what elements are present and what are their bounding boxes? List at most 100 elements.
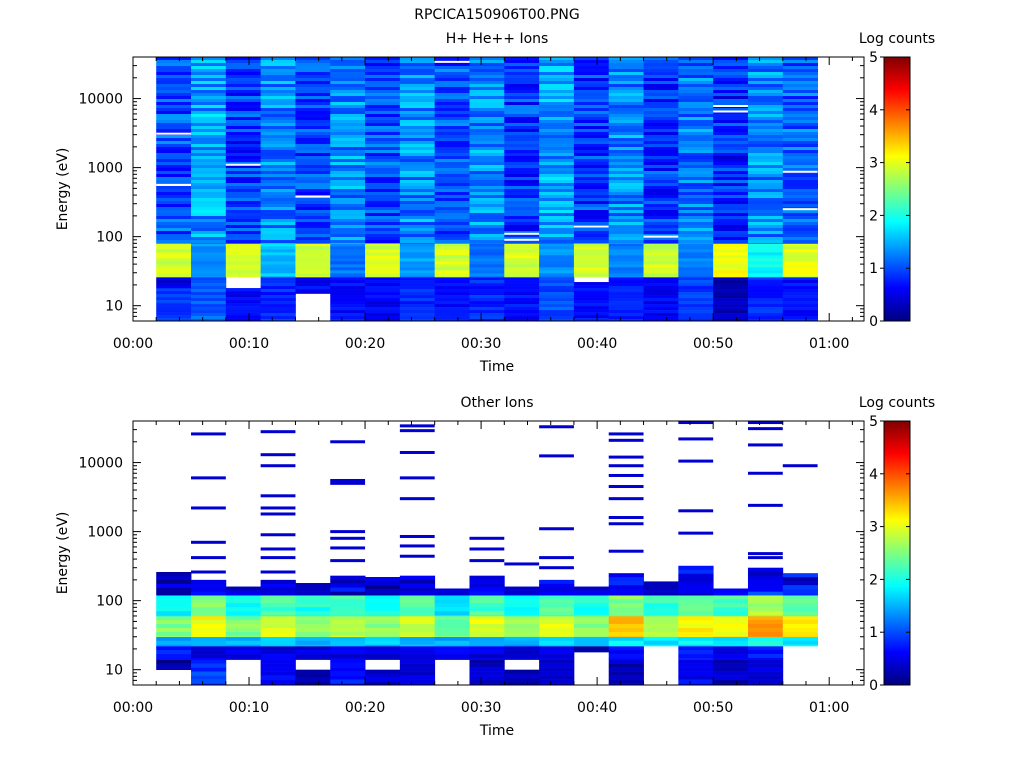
heatmap-cell bbox=[260, 654, 296, 659]
heatmap-cell bbox=[434, 204, 470, 208]
count-line bbox=[608, 522, 644, 526]
heatmap-cell bbox=[643, 599, 679, 604]
heatmap-cell bbox=[191, 627, 227, 633]
heatmap-cell bbox=[191, 316, 227, 320]
heatmap-cell bbox=[225, 141, 262, 145]
heatmap-cell bbox=[330, 298, 366, 302]
colorbar-tick-label: 2 bbox=[869, 208, 878, 224]
heatmap-cell bbox=[608, 619, 644, 625]
heatmap-cell bbox=[469, 587, 505, 592]
heatmap-cell bbox=[399, 663, 436, 668]
heatmap-cell bbox=[608, 141, 644, 145]
heatmap-cell bbox=[295, 81, 331, 85]
heatmap-cell bbox=[573, 599, 610, 604]
heatmap-cell bbox=[156, 615, 192, 621]
heatmap-cell bbox=[713, 93, 749, 97]
heatmap-cell bbox=[365, 168, 401, 172]
heatmap-cell bbox=[191, 228, 227, 232]
heatmap-cell bbox=[191, 237, 227, 241]
heatmap-cell bbox=[191, 579, 227, 585]
heatmap-cell bbox=[782, 99, 818, 103]
heatmap-cell bbox=[713, 619, 749, 625]
heatmap-cell bbox=[260, 310, 296, 314]
x-tick-label: 00:30 bbox=[461, 336, 501, 352]
heatmap-cell bbox=[399, 180, 436, 184]
heatmap-cell bbox=[295, 644, 331, 647]
heatmap-cell bbox=[539, 319, 575, 322]
heatmap-cell bbox=[504, 102, 540, 106]
count-line bbox=[330, 478, 366, 482]
heatmap-cell bbox=[434, 141, 470, 145]
heatmap-cell bbox=[260, 192, 296, 196]
heatmap-cell bbox=[260, 150, 296, 154]
heatmap-cell bbox=[434, 186, 470, 190]
heatmap-cell bbox=[573, 195, 610, 199]
heatmap-cell bbox=[295, 216, 331, 220]
heatmap-cell bbox=[156, 216, 192, 220]
heatmap-cell bbox=[469, 75, 505, 79]
heatmap-cell bbox=[643, 168, 679, 172]
heatmap-cell bbox=[434, 252, 470, 256]
heatmap-cell bbox=[713, 636, 749, 642]
heatmap-cell bbox=[747, 591, 784, 596]
heatmap-cell bbox=[295, 681, 331, 686]
heatmap-cell bbox=[330, 213, 366, 217]
heatmap-cell bbox=[539, 204, 575, 208]
heatmap-cell bbox=[330, 186, 366, 190]
heatmap-cell bbox=[260, 132, 296, 136]
count-line bbox=[539, 527, 574, 531]
heatmap-cell bbox=[678, 659, 714, 664]
heatmap-cell bbox=[678, 126, 714, 130]
heatmap-cell bbox=[260, 270, 296, 274]
heatmap-cell bbox=[365, 615, 401, 621]
heatmap-cell bbox=[782, 174, 818, 178]
heatmap-cell bbox=[399, 237, 436, 241]
heatmap-cell bbox=[504, 192, 540, 196]
heatmap-cell bbox=[678, 603, 714, 608]
heatmap-cell bbox=[608, 585, 644, 590]
heatmap-cell bbox=[573, 300, 610, 304]
heatmap-cell bbox=[747, 144, 784, 148]
heatmap-cell bbox=[365, 264, 401, 268]
heatmap-cell bbox=[225, 138, 262, 142]
heatmap-cell bbox=[260, 84, 296, 88]
heatmap-cell bbox=[608, 156, 644, 160]
heatmap-cell bbox=[156, 99, 192, 103]
heatmap-cell bbox=[295, 180, 331, 184]
heatmap-cell bbox=[365, 267, 401, 271]
heatmap-cell bbox=[469, 195, 505, 199]
heatmap-cell bbox=[678, 78, 714, 82]
colorbar bbox=[883, 420, 911, 686]
heatmap-cell bbox=[539, 286, 575, 290]
heatmap-cell bbox=[713, 90, 749, 94]
heatmap-cell bbox=[608, 84, 644, 88]
heatmap-cell bbox=[713, 280, 749, 284]
heatmap-cell bbox=[260, 171, 296, 175]
heatmap-cell bbox=[643, 276, 679, 278]
x-tick-label: 00:10 bbox=[229, 336, 269, 352]
heatmap-cell bbox=[434, 78, 470, 82]
count-line bbox=[260, 512, 296, 516]
heatmap-cell bbox=[469, 627, 505, 633]
heatmap-cell bbox=[504, 313, 540, 317]
heatmap-cell bbox=[608, 57, 644, 61]
heatmap-cell bbox=[156, 267, 192, 271]
heatmap-cell bbox=[782, 283, 818, 287]
heatmap-cell bbox=[608, 636, 644, 642]
y-tick-label: 1000 bbox=[87, 525, 123, 541]
heatmap-cell bbox=[608, 153, 644, 157]
heatmap-cell bbox=[156, 102, 192, 106]
heatmap-cell bbox=[260, 231, 296, 235]
heatmap-cell bbox=[225, 255, 262, 259]
heatmap-cell bbox=[643, 153, 679, 157]
heatmap-cell bbox=[643, 644, 679, 647]
heatmap-cell bbox=[399, 658, 436, 660]
heatmap-cell bbox=[260, 204, 296, 208]
heatmap-cell bbox=[747, 611, 784, 616]
heatmap-cell bbox=[608, 201, 644, 205]
heatmap-cell bbox=[434, 319, 470, 322]
heatmap-cell bbox=[156, 286, 192, 289]
heatmap-cell bbox=[504, 69, 540, 73]
heatmap-cell bbox=[713, 654, 749, 659]
heatmap-cell bbox=[469, 87, 505, 91]
